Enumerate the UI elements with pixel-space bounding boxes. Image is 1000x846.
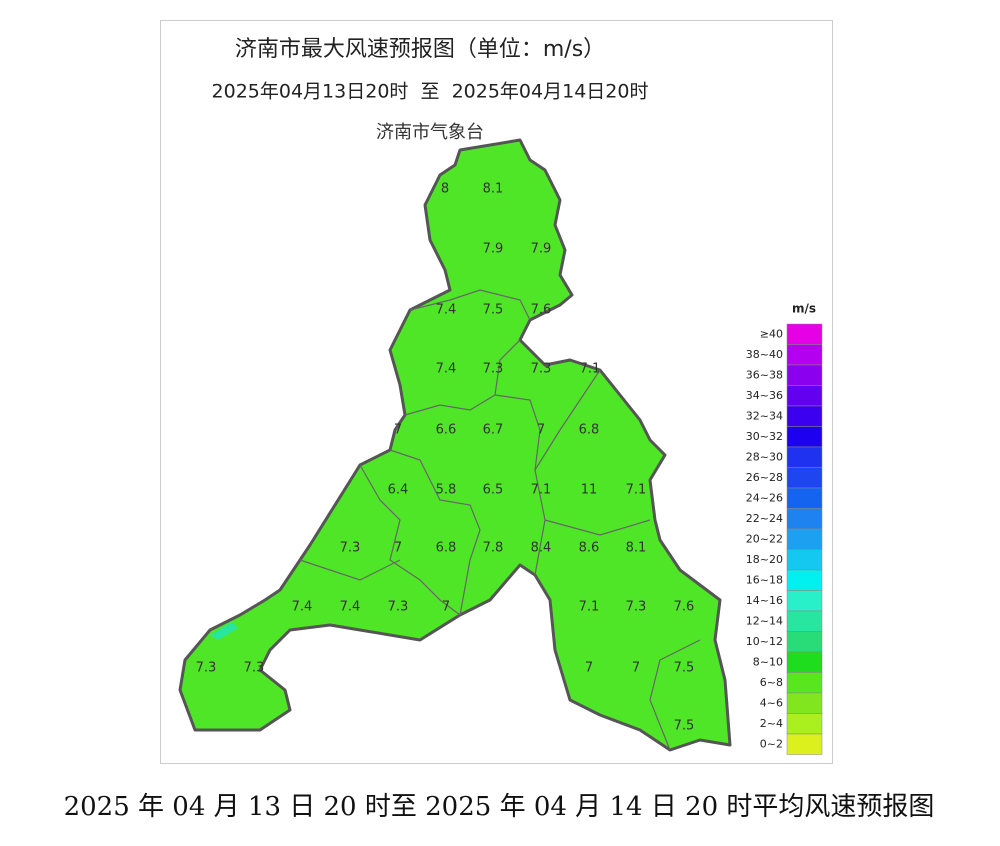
grid-value: 8.1 [483,182,504,197]
map-subtitle: 2025年04月13日20时 至 2025年04月14日20时 [212,81,649,103]
legend-swatch [786,692,823,714]
legend-swatch [786,323,823,345]
grid-value: 7 [394,423,402,438]
legend-label: 30~32 [746,430,783,443]
grid-value: 7.5 [674,719,695,734]
grid-value: 7.1 [531,483,552,498]
grid-value: 7.5 [483,303,504,318]
grid-value: 8.4 [531,541,552,556]
legend-label: 16~18 [746,573,783,586]
grid-value: 7.3 [244,661,265,676]
legend-swatch [786,610,823,632]
grid-value: 7.4 [436,362,457,377]
legend-swatch [786,631,823,653]
grid-value: 7.1 [580,362,601,377]
legend-label: 18~20 [746,553,783,566]
legend-label: ≥40 [760,327,783,340]
grid-value: 7.6 [674,600,695,615]
grid-value: 7.3 [531,362,552,377]
grid-value: 7.5 [674,661,695,676]
legend-swatch [786,385,823,407]
legend-swatch [786,651,823,673]
grid-value: 11 [581,483,598,498]
grid-value: 8.1 [626,541,647,556]
legend-label: 6~8 [760,676,783,689]
grid-value: 7 [537,423,545,438]
grid-value: 7.3 [388,600,409,615]
grid-value: 8.6 [579,541,600,556]
grid-value: 7.3 [626,600,647,615]
legend-label: 34~36 [746,389,783,402]
legend-label: 24~26 [746,491,783,504]
grid-value: 7.9 [483,242,504,257]
grid-value: 6.5 [483,483,504,498]
legend-swatch [786,426,823,448]
grid-value: 7.3 [196,661,217,676]
grid-value: 7.8 [483,541,504,556]
grid-value: 6.8 [579,423,600,438]
grid-value: 7 [442,600,450,615]
legend-swatch [786,549,823,571]
legend-label: 10~12 [746,635,783,648]
caption: 2025 年 04 月 13 日 20 时至 2025 年 04 月 14 日 … [64,792,935,822]
grid-value: 8 [441,182,449,197]
legend-swatch [786,672,823,694]
grid-value: 6.4 [388,483,409,498]
legend-label: 2~4 [760,717,783,730]
grid-value: 7.6 [531,303,552,318]
legend-label: 8~10 [753,655,783,668]
legend-swatch [786,467,823,489]
legend-swatch [786,528,823,550]
legend-unit: m/s [792,302,816,316]
map-title: 济南市最大风速预报图（单位：m/s） [235,37,605,62]
grid-value: 7.9 [531,242,552,257]
grid-value: 7.3 [340,541,361,556]
grid-value: 7 [632,661,640,676]
legend-swatch [786,446,823,468]
grid-value: 7.1 [579,600,600,615]
grid-value: 7.4 [436,303,457,318]
legend-swatch [786,733,823,755]
grid-value: 6.7 [483,423,504,438]
legend-label: 12~14 [746,614,783,627]
grid-value: 7.1 [626,483,647,498]
legend-swatch [786,487,823,509]
legend-label: 4~6 [760,696,783,709]
legend-label: 28~30 [746,450,783,463]
legend-label: 22~24 [746,512,783,525]
grid-value: 7 [585,661,593,676]
grid-value: 6.8 [436,541,457,556]
legend-label: 38~40 [746,348,783,361]
agency: 济南市气象台 [376,122,484,143]
city-area [178,138,732,752]
legend-label: 32~34 [746,409,783,422]
legend-label: 20~22 [746,532,783,545]
legend-label: 0~2 [760,737,783,750]
legend-swatch [786,569,823,591]
grid-value: 7.4 [292,600,313,615]
grid-value: 7 [394,541,402,556]
district-borders [299,289,701,751]
grid-value: 5.8 [436,483,457,498]
grid-value: 7.3 [483,362,504,377]
legend-label: 14~16 [746,594,783,607]
legend-swatch [786,590,823,612]
legend-swatch [786,364,823,386]
legend-label: 36~38 [746,368,783,381]
legend-swatch [786,713,823,735]
grid-value: 6.6 [436,423,457,438]
legend-swatch [786,405,823,427]
legend-label: 26~28 [746,471,783,484]
legend-swatch [786,344,823,366]
grid-value: 7.4 [340,600,361,615]
high-wind-patch [210,622,238,640]
legend-swatch [786,508,823,530]
